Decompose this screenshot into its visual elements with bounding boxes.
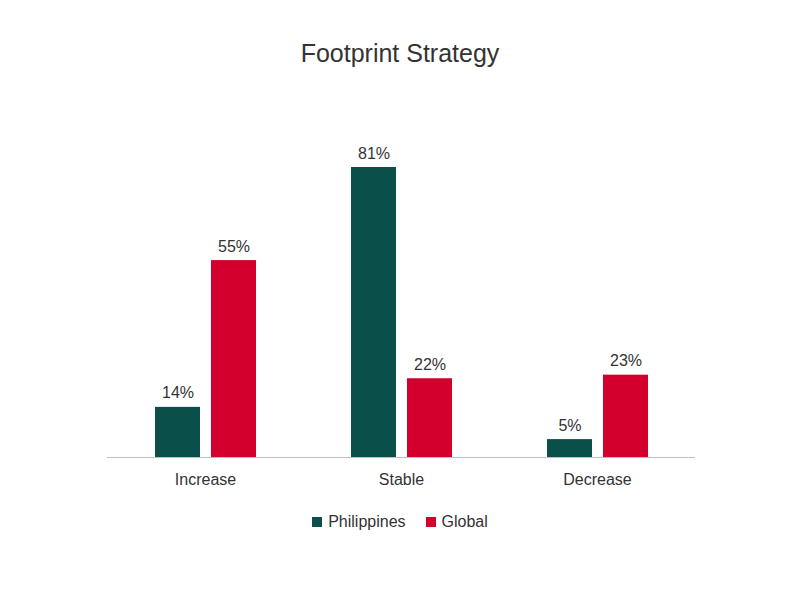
svg-text:55%: 55%: [218, 238, 250, 255]
html-text:Philippines: Philippines: [328, 513, 406, 530]
svg-text:Increase: Increase: [175, 471, 236, 488]
svg-text:Decrease: Decrease: [563, 471, 632, 488]
html-text:Global: Global: [441, 513, 488, 530]
svg-text:14%: 14%: [162, 384, 194, 401]
svg-text:Stable: Stable: [379, 471, 424, 488]
svg-text:22%: 22%: [414, 356, 446, 373]
svg-text:81%: 81%: [358, 145, 390, 162]
html-text:Footprint Strategy: Footprint Strategy: [300, 39, 500, 67]
svg-text:5%: 5%: [558, 417, 581, 434]
svg-text:23%: 23%: [610, 352, 642, 369]
